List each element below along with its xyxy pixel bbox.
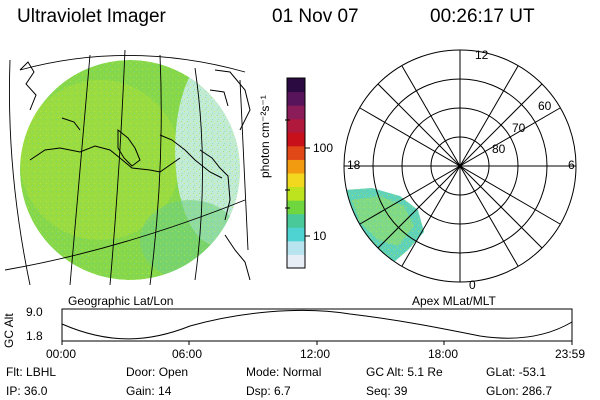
colorbar-segment xyxy=(287,254,305,269)
polar-panel-caption: Apex MLat/MLT xyxy=(412,294,496,308)
colorbar-tick-10: 10 xyxy=(313,229,327,243)
status-mode: Mode: Normal xyxy=(246,365,322,379)
colorbar-segment xyxy=(287,213,305,228)
colorbar xyxy=(286,77,306,269)
status-door: Door: Open xyxy=(126,365,189,379)
colorbar-segment xyxy=(287,78,305,93)
status-gc-alt: GC Alt: 5.1 Re xyxy=(366,365,443,379)
status-ip: IP: 36.0 xyxy=(6,384,48,398)
colorbar-segment xyxy=(287,186,305,201)
colorbar-segment xyxy=(287,200,305,215)
colorbar-segment xyxy=(287,118,305,133)
status-flt: Flt: LBHL xyxy=(6,365,57,379)
altitude-xtick: 00:00 xyxy=(46,347,77,361)
status-glon: GLon: 286.7 xyxy=(486,384,553,398)
altitude-xtick: 12:00 xyxy=(300,347,331,361)
mlat-label-80: 80 xyxy=(492,142,506,156)
colorbar-unit-label: photon cm⁻²s⁻¹ xyxy=(258,95,272,178)
image-date: 01 Nov 07 xyxy=(272,6,359,27)
altitude-ytick-top: 9.0 xyxy=(26,305,43,319)
colorbar-segment xyxy=(287,227,305,242)
image-time: 00:26:17 UT xyxy=(430,6,535,27)
mlt-label-6: 6 xyxy=(568,158,575,172)
instrument-title: Ultraviolet Imager xyxy=(17,6,166,27)
colorbar-segment xyxy=(287,159,305,174)
polar-image xyxy=(344,188,424,262)
altitude-ytick-bottom: 1.8 xyxy=(26,329,43,343)
altitude-xtick: 23:59 xyxy=(555,347,586,361)
status-gain: Gain: 14 xyxy=(126,384,172,398)
lat-lon-grid xyxy=(4,49,249,286)
colorbar-segment xyxy=(287,105,305,120)
colorbar-ticks xyxy=(285,119,310,237)
colorbar-segment xyxy=(287,173,305,188)
geo-panel-caption: Geographic Lat/Lon xyxy=(68,294,174,308)
colorbar-segment xyxy=(287,132,305,147)
colorbar-segment xyxy=(287,91,305,106)
mlt-label-0: 0 xyxy=(469,278,476,292)
colorbar-segment xyxy=(287,240,305,255)
mlat-label-60: 60 xyxy=(538,99,552,113)
altitude-xtick: 18:00 xyxy=(428,347,459,361)
status-seq: Seq: 39 xyxy=(366,384,408,398)
mlat-label-70: 70 xyxy=(512,121,526,135)
altitude-ylabel: GC Alt xyxy=(2,313,16,348)
colorbar-segment xyxy=(287,145,305,160)
colorbar-tick-100: 100 xyxy=(313,141,334,155)
altitude-xtick: 06:00 xyxy=(172,347,203,361)
status-glat: GLat: -53.1 xyxy=(486,365,547,379)
colorbar-border xyxy=(286,77,306,269)
mlt-label-12: 12 xyxy=(475,48,489,62)
altitude-plot xyxy=(61,308,573,345)
mlt-label-18: 18 xyxy=(347,158,361,172)
status-dsp: Dsp: 6.7 xyxy=(246,384,291,398)
coastlines xyxy=(19,61,251,281)
polar-grid xyxy=(343,49,577,283)
